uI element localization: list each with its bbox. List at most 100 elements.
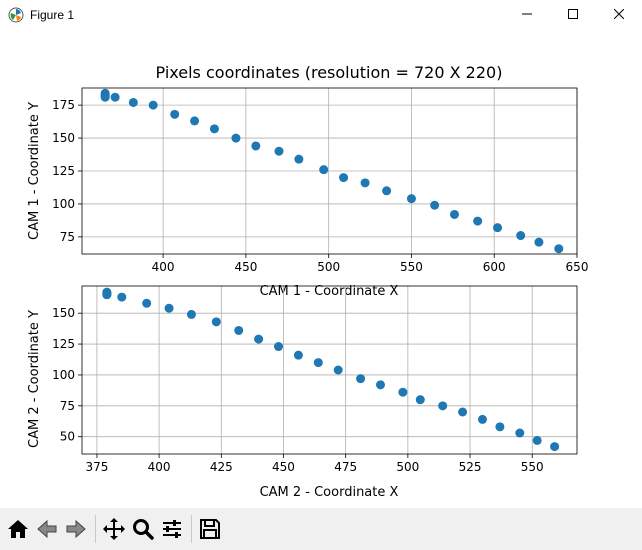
x-tick-label: 375 xyxy=(85,460,108,474)
axes-bottom: CAM 2 - Coordinate X CAM 2 - Coordinate … xyxy=(27,285,578,500)
forward-button[interactable] xyxy=(62,515,90,543)
chart-title-top: Pixels coordinates (resolution = 720 X 2… xyxy=(156,63,503,82)
pan-button[interactable] xyxy=(100,515,128,543)
data-point xyxy=(128,97,138,107)
data-point xyxy=(449,209,459,219)
data-point xyxy=(100,92,110,102)
data-point xyxy=(356,374,366,384)
data-point xyxy=(438,401,448,411)
x-tick-label: 400 xyxy=(148,460,171,474)
home-button[interactable] xyxy=(4,515,32,543)
data-point xyxy=(515,428,525,438)
toolbar-separator xyxy=(191,515,192,543)
data-point xyxy=(164,303,174,313)
data-point xyxy=(398,387,408,397)
y-tick-label: 75 xyxy=(60,399,75,413)
data-point xyxy=(274,146,284,156)
x-axis-label-bottom: CAM 2 - Coordinate X xyxy=(260,485,399,500)
x-tick-label: 600 xyxy=(483,260,506,274)
data-point xyxy=(406,194,416,204)
data-point xyxy=(294,154,304,164)
toolbar-separator xyxy=(95,515,96,543)
close-button[interactable] xyxy=(596,0,642,28)
y-tick-label: 125 xyxy=(52,337,75,351)
save-button[interactable] xyxy=(196,515,224,543)
data-point xyxy=(339,173,349,183)
data-point xyxy=(375,380,385,390)
maximize-button[interactable] xyxy=(550,0,596,28)
data-point xyxy=(534,237,544,247)
data-point xyxy=(458,407,468,417)
close-icon xyxy=(614,9,624,19)
subplots-config-icon xyxy=(163,520,181,538)
data-point xyxy=(477,414,487,424)
figure-canvas[interactable]: Pixels coordinates (resolution = 720 X 2… xyxy=(0,30,642,508)
x-tick-label: 450 xyxy=(272,460,295,474)
data-point xyxy=(415,395,425,405)
navigation-toolbar xyxy=(0,508,642,550)
maximize-icon xyxy=(568,9,578,19)
y-axis-label-bottom: CAM 2 - Coordinate Y xyxy=(27,310,42,448)
data-point xyxy=(319,165,329,175)
x-axis-label-top: CAM 1 - Coordinate X xyxy=(260,284,399,299)
x-tick-label: 550 xyxy=(521,460,544,474)
axes-top: Pixels coordinates (resolution = 720 X 2… xyxy=(27,63,588,299)
data-point xyxy=(516,231,526,241)
data-point xyxy=(473,216,483,226)
y-tick-label: 175 xyxy=(52,98,75,112)
x-tick-label: 400 xyxy=(152,260,175,274)
data-point xyxy=(360,178,370,188)
axes-frame xyxy=(81,285,578,455)
zoom-magnifier-icon xyxy=(133,519,154,540)
forward-arrow-icon xyxy=(66,519,86,539)
data-point xyxy=(254,334,264,344)
back-arrow-icon xyxy=(37,519,57,539)
configure-subplots-button[interactable] xyxy=(158,515,186,543)
y-tick-label: 100 xyxy=(52,368,75,382)
y-tick-label: 150 xyxy=(52,131,75,145)
data-point xyxy=(333,365,343,375)
zoom-button[interactable] xyxy=(129,515,157,543)
axes-frame xyxy=(81,87,578,255)
data-point xyxy=(550,442,560,452)
y-axis-label-top: CAM 1 - Coordinate Y xyxy=(27,102,42,240)
data-point xyxy=(190,116,200,126)
x-tick-label: 450 xyxy=(234,260,257,274)
plots-svg: Pixels coordinates (resolution = 720 X 2… xyxy=(27,63,588,500)
data-point xyxy=(209,124,219,134)
data-point xyxy=(554,244,564,254)
y-tick-label: 150 xyxy=(52,306,75,320)
x-tick-label: 500 xyxy=(317,260,340,274)
data-point xyxy=(211,317,221,327)
data-point xyxy=(148,100,158,110)
minimize-button[interactable] xyxy=(504,0,550,28)
y-tick-label: 100 xyxy=(52,197,75,211)
y-tick-label: 50 xyxy=(60,430,75,444)
data-point xyxy=(170,109,180,119)
x-tick-label: 500 xyxy=(396,460,419,474)
matplotlib-logo-icon xyxy=(8,7,24,23)
pan-move-icon xyxy=(103,518,125,540)
data-point xyxy=(110,92,120,102)
x-tick-label: 650 xyxy=(566,260,589,274)
data-point xyxy=(313,358,323,368)
data-point xyxy=(430,200,440,210)
data-point xyxy=(142,298,152,308)
data-point xyxy=(532,435,542,445)
x-tick-label: 475 xyxy=(334,460,357,474)
data-point xyxy=(251,141,261,151)
home-icon xyxy=(8,520,28,538)
data-point xyxy=(274,342,284,352)
x-tick-label: 550 xyxy=(400,260,423,274)
title-bar: Figure 1 xyxy=(0,0,642,30)
data-point xyxy=(102,290,112,300)
x-tick-label: 425 xyxy=(210,460,233,474)
back-button[interactable] xyxy=(33,515,61,543)
data-point xyxy=(117,292,127,302)
window-title: Figure 1 xyxy=(30,8,75,22)
minimize-icon xyxy=(522,13,532,15)
y-tick-label: 75 xyxy=(60,230,75,244)
data-point xyxy=(493,223,503,233)
data-point xyxy=(293,350,303,360)
data-point xyxy=(382,186,392,196)
